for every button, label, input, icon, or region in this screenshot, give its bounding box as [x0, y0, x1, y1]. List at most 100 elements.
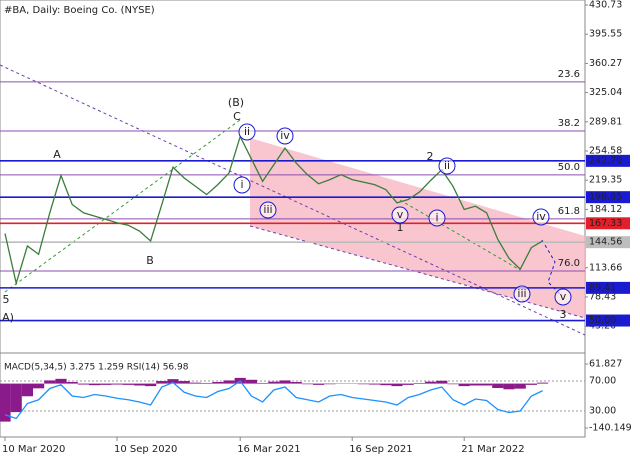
macd-bar: [111, 383, 123, 385]
fib-label: 50.0: [558, 162, 580, 173]
macd-bar: [514, 383, 526, 389]
y-tick-label: 30.00: [589, 406, 616, 417]
wave-label: ii: [244, 125, 250, 138]
wave-label: 5: [3, 293, 10, 306]
macd-bar: [257, 382, 269, 384]
macd-bar: [469, 383, 481, 386]
macd-bar: [447, 383, 459, 385]
chart-title: #BA, Daily: Boeing Co. (NYSE): [4, 5, 155, 16]
macd-bar: [178, 381, 190, 384]
wave-circle: [532, 208, 550, 226]
wave-label: i: [240, 178, 243, 191]
level-box: [586, 236, 630, 249]
macd-bar: [33, 383, 45, 389]
y-tick-label: 325.04: [589, 87, 622, 98]
wave-label: C: [233, 110, 241, 123]
fib-label: 23.6: [558, 69, 580, 80]
y-tick-label: 184.12: [589, 204, 622, 215]
macd-bar: [167, 379, 179, 384]
y-tick-label: 360.27: [589, 58, 622, 69]
price-line: [4, 134, 543, 286]
x-tick-label: 16 Sep 2021: [349, 444, 412, 455]
x-tick-label: 10 Sep 2020: [114, 444, 177, 455]
wave-circle: [438, 157, 456, 175]
macd-bar: [145, 383, 157, 387]
projection: [541, 239, 563, 297]
y-tick-label: 430.73: [589, 0, 622, 11]
macd-bar: [122, 383, 134, 385]
wave-label: iv: [280, 129, 290, 142]
wave-label: 2: [427, 150, 434, 163]
macd-bar: [503, 383, 515, 390]
macd-bar: [201, 382, 213, 384]
wave-circle: [276, 127, 294, 145]
macd-bar: [279, 380, 291, 384]
fib-label: 76.0: [558, 258, 580, 269]
channel: [250, 138, 585, 318]
wave-label: iii: [263, 203, 272, 216]
level-label: 167.33: [589, 218, 622, 229]
x-tick-label: 10 Mar 2020: [2, 444, 65, 455]
wave-circle: [259, 201, 277, 219]
level-label: 198.85: [589, 192, 622, 203]
wave-label: iv: [536, 210, 546, 223]
macd-bar: [324, 383, 336, 385]
macd-bar: [223, 380, 235, 384]
level-box: [586, 154, 630, 167]
trend-line: [249, 225, 586, 319]
trend-line: [4, 119, 241, 293]
macd-bar: [380, 383, 392, 386]
level-label: 50.00: [589, 315, 616, 326]
macd-bar: [100, 383, 112, 385]
level-box: [586, 191, 630, 204]
level-label: 144.56: [589, 237, 622, 248]
macd-bar: [402, 383, 414, 385]
macd-bar: [268, 381, 280, 384]
y-tick-label: 113.66: [589, 262, 622, 273]
wave-label: 1: [397, 221, 404, 234]
wave-label: B: [146, 254, 154, 267]
wave-label: v: [560, 290, 567, 303]
macd-bar: [481, 383, 493, 386]
wave-label: A): [2, 311, 14, 324]
macd-bar: [357, 383, 369, 385]
wave-label: iii: [517, 287, 526, 300]
level-box: [586, 217, 630, 230]
macd-bar: [0, 383, 11, 422]
y-tick-label: -140.149: [589, 423, 632, 434]
macd-bar: [391, 383, 403, 387]
wave-circle: [428, 209, 446, 227]
macd-bar: [290, 382, 302, 384]
y-tick-label: 219.35: [589, 175, 622, 186]
trend-line: [0, 64, 586, 336]
indicator-title: MACD(5,34,5) 3.275 1.259 RSI(14) 56.98: [4, 363, 189, 373]
macd-bar: [313, 383, 325, 385]
wave-label: A: [53, 148, 61, 161]
macd-bar: [436, 380, 448, 384]
wave-circle: [233, 176, 251, 194]
wave-label: v: [397, 208, 404, 221]
wave-label: 3: [560, 308, 567, 321]
macd-bar: [55, 378, 67, 384]
macd-bar: [77, 383, 89, 385]
level-label: 242.70: [589, 155, 622, 166]
macd-bar: [21, 383, 33, 397]
wave-label: (B): [228, 96, 244, 109]
y-tick-label: 254.58: [589, 145, 622, 156]
level-box: [586, 281, 630, 294]
wave-label: ii: [444, 159, 450, 172]
macd-bar: [537, 382, 549, 384]
macd-bar: [425, 381, 437, 384]
x-tick-label: 16 Mar 2021: [237, 444, 300, 455]
macd-bar: [44, 380, 56, 384]
x-tick-label: 21 Mar 2022: [461, 444, 524, 455]
wave-label: i: [435, 211, 438, 224]
macd-bar: [189, 382, 201, 384]
y-tick-label: 289.81: [589, 116, 622, 127]
macd-bar: [156, 381, 168, 384]
macd-bar: [413, 382, 425, 384]
fib-label: 38.2: [558, 118, 580, 129]
macd-bar: [301, 383, 313, 385]
fib-label: 61.8: [558, 206, 580, 217]
